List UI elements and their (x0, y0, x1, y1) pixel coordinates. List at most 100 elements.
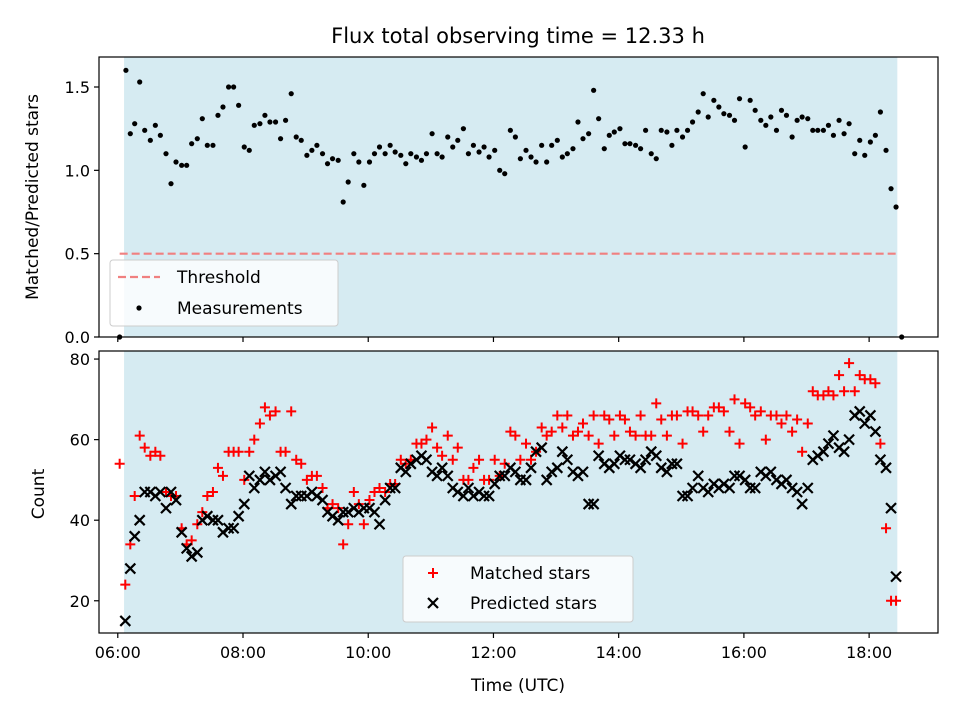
predicted-star-point (431, 470, 443, 482)
matched-star-point (489, 454, 500, 465)
measurement-point (617, 126, 623, 132)
measurement-point (825, 122, 832, 128)
predicted-star-point (520, 474, 532, 486)
y-tick-label: 80 (70, 350, 90, 369)
measurement-point (418, 157, 425, 163)
measurement-point (497, 167, 503, 173)
predicted-star-point (634, 462, 647, 474)
matched-star-point (254, 418, 265, 429)
measurement-point (679, 134, 686, 140)
predicted-star-point (822, 437, 835, 450)
measurement-point (429, 131, 435, 137)
matched-star-point (114, 458, 125, 469)
matched-star-point (577, 418, 588, 429)
predicted-star-point (561, 453, 574, 466)
predicted-star-point (582, 498, 595, 510)
matched-star-point (646, 430, 657, 441)
matched-star-point (630, 430, 641, 441)
measurement-point (460, 126, 467, 132)
measurement-point (434, 151, 440, 157)
matched-star-point (881, 523, 892, 534)
matched-star-point (865, 374, 876, 385)
matched-star-point (854, 370, 865, 381)
measurement-point (799, 114, 805, 120)
matched-star-point (844, 358, 855, 369)
measurement-point (371, 151, 378, 157)
predicted-star-point (175, 526, 188, 539)
x-tick-label: 06:00 (95, 643, 141, 662)
legend-matched-label: Matched stars (470, 564, 590, 584)
measurement-point (189, 141, 195, 147)
matched-star-point (505, 426, 516, 437)
measurement-point (752, 107, 758, 113)
predicted-star-point (185, 550, 198, 563)
measurement-point (351, 151, 357, 157)
matched-star-point (604, 414, 615, 425)
predicted-star-point (624, 453, 636, 466)
predicted-star-point (671, 458, 683, 470)
axes-frame (98, 350, 939, 634)
predicted-star-point (723, 482, 736, 494)
measurement-point (721, 111, 727, 117)
measurement-point (622, 141, 628, 147)
measurement-point (596, 116, 602, 122)
measurement-point (549, 142, 555, 148)
legend-box (402, 555, 634, 623)
measurement-point (408, 151, 414, 157)
predicted-star-point (817, 445, 830, 458)
measurement-point (455, 137, 461, 143)
matched-star-point (510, 430, 521, 441)
predicted-star-point (290, 490, 303, 502)
top-legend: Threshold Measurements (109, 259, 339, 327)
matched-star-point (599, 410, 610, 421)
measurement-point (559, 154, 565, 160)
matched-star-point (792, 414, 803, 425)
predicted-star-point (212, 514, 224, 526)
matched-star-point (593, 438, 604, 449)
measurement-point (246, 147, 252, 153)
predicted-star-point (180, 542, 193, 555)
predicted-star-point (133, 514, 146, 526)
matched-star-point (437, 450, 448, 461)
predicted-star-point (843, 433, 855, 446)
measurement-point (789, 134, 795, 140)
matched-star-point (834, 370, 845, 381)
matched-star-point (249, 434, 260, 445)
predicted-star-point (207, 514, 219, 526)
predicted-star-point (728, 470, 741, 482)
measurement-point (251, 122, 257, 128)
predicted-star-point (639, 453, 652, 466)
measurement-point (606, 132, 612, 138)
predicted-star-point (160, 502, 172, 514)
measurement-point (857, 137, 863, 143)
measurement-point (778, 107, 785, 113)
measurement-point (293, 134, 299, 140)
matched-star-point (536, 422, 547, 433)
matched-star-point (343, 519, 354, 530)
measurement-point (867, 139, 873, 145)
predicted-star-point (274, 466, 287, 478)
matched-star-point (421, 434, 432, 445)
measurement-point (387, 142, 393, 148)
predicted-star-point (608, 458, 621, 470)
matched-star-point (771, 410, 782, 421)
predicted-star-point (232, 510, 245, 522)
y-tick-label: 40 (70, 511, 90, 530)
measurement-point (820, 127, 827, 133)
matched-star-point (291, 454, 302, 465)
measurement-point (773, 127, 780, 133)
predicted-star-point (535, 441, 548, 454)
measurement-point (805, 116, 811, 122)
measurement-point (763, 122, 769, 128)
measurement-point (127, 131, 133, 137)
matched-star-point (703, 410, 714, 421)
predicted-star-point (801, 482, 814, 494)
measurement-point (830, 132, 837, 138)
matched-star-point (619, 414, 630, 425)
predicted-star-point (661, 466, 673, 478)
predicted-star-point (217, 526, 229, 539)
measurement-point (277, 136, 284, 142)
measurement-point (147, 137, 153, 143)
matched-star-point (870, 378, 881, 389)
measurement-point (674, 127, 680, 133)
